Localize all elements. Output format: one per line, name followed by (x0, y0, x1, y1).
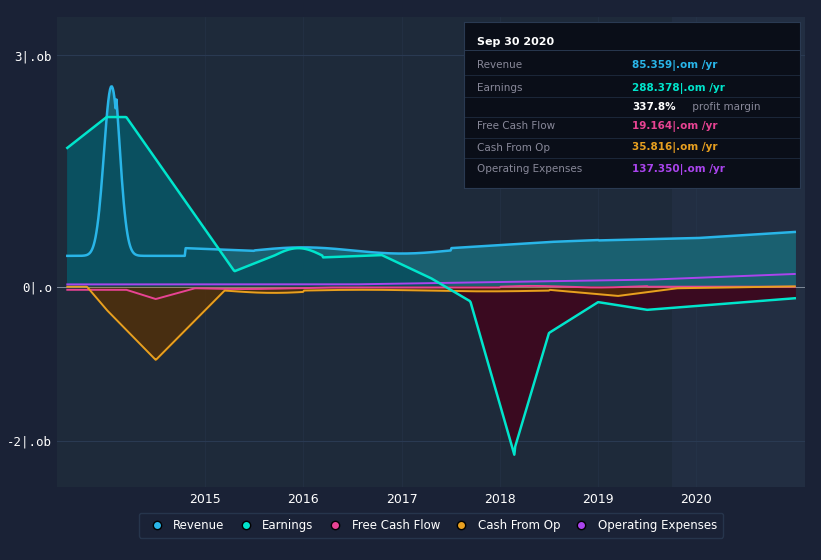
Text: 19.164|.om /yr: 19.164|.om /yr (632, 121, 718, 132)
Text: Sep 30 2020: Sep 30 2020 (477, 38, 554, 47)
Text: Earnings: Earnings (477, 83, 523, 94)
Text: profit margin: profit margin (690, 102, 761, 111)
Bar (672, 17, 805, 487)
Text: 137.350|.om /yr: 137.350|.om /yr (632, 164, 725, 175)
Text: 288.378|.om /yr: 288.378|.om /yr (632, 83, 725, 94)
Text: Operating Expenses: Operating Expenses (477, 165, 583, 174)
Text: 85.359|.om /yr: 85.359|.om /yr (632, 60, 718, 71)
Text: Cash From Op: Cash From Op (477, 143, 550, 153)
Text: Free Cash Flow: Free Cash Flow (477, 122, 556, 132)
Text: 337.8%: 337.8% (632, 102, 676, 111)
Legend: Revenue, Earnings, Free Cash Flow, Cash From Op, Operating Expenses: Revenue, Earnings, Free Cash Flow, Cash … (139, 513, 723, 538)
Text: Revenue: Revenue (477, 60, 522, 71)
Text: 35.816|.om /yr: 35.816|.om /yr (632, 142, 718, 153)
